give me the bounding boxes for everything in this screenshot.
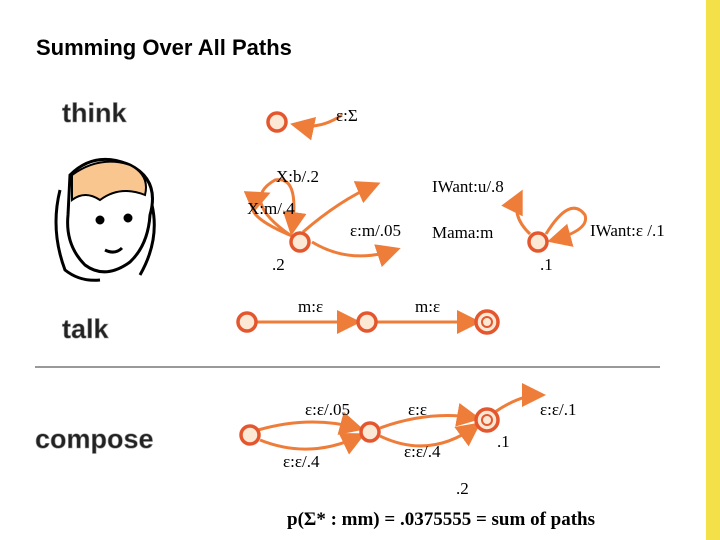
arrow [544, 206, 588, 247]
edge-label: m:ε [415, 297, 440, 316]
title: Summing Over All Paths [36, 35, 292, 60]
edge-label: ε:ε/.1 [540, 400, 576, 419]
edge-label: m:ε [298, 297, 323, 316]
node-weight: .1 [540, 255, 553, 274]
think-label: think [62, 98, 127, 128]
arrow [302, 181, 381, 234]
arrow [379, 403, 481, 430]
edge-label: ε:ε/.05 [305, 400, 350, 419]
side-stripe [706, 0, 720, 540]
node-weight: .2 [456, 479, 469, 498]
node [527, 231, 549, 253]
node [239, 424, 261, 446]
node [359, 421, 381, 443]
arrow [290, 113, 343, 141]
arrow [501, 189, 532, 236]
compose-label: compose [35, 424, 154, 454]
edge-label: ε:ε/.4 [283, 452, 320, 471]
edge-label: X:b/.2 [276, 167, 319, 186]
edge-label: ε:ε/.4 [404, 442, 441, 461]
talk-label: talk [62, 314, 110, 344]
node [236, 311, 258, 333]
arrow [259, 178, 307, 237]
edge-label: Mama:m [432, 223, 493, 242]
arrow [494, 383, 546, 414]
arrow [311, 240, 401, 268]
final-node [474, 309, 500, 335]
final-ring [481, 316, 493, 328]
edge-label: IWant:ε /.1 [590, 221, 665, 240]
edge-label: ε:ε [408, 400, 427, 419]
node-weight: .2 [272, 255, 285, 274]
face-icon [54, 157, 156, 282]
arrow [259, 432, 366, 455]
formula: p(Σ* : mm) = .0375555 = sum of paths [287, 509, 595, 530]
edge-label: X:m/.4 [247, 199, 295, 218]
edge-label: ε:Σ [336, 106, 358, 125]
node [289, 231, 311, 253]
final-node [474, 407, 500, 433]
final-ring [481, 414, 493, 426]
arrow [257, 411, 364, 435]
edge-label: ε:m/.05 [350, 221, 401, 240]
arrow [243, 191, 293, 238]
node-weight: .1 [497, 432, 510, 451]
edge-label: IWant:u/.8 [432, 177, 504, 196]
node [356, 311, 378, 333]
node [266, 111, 288, 133]
arrow [379, 422, 481, 448]
